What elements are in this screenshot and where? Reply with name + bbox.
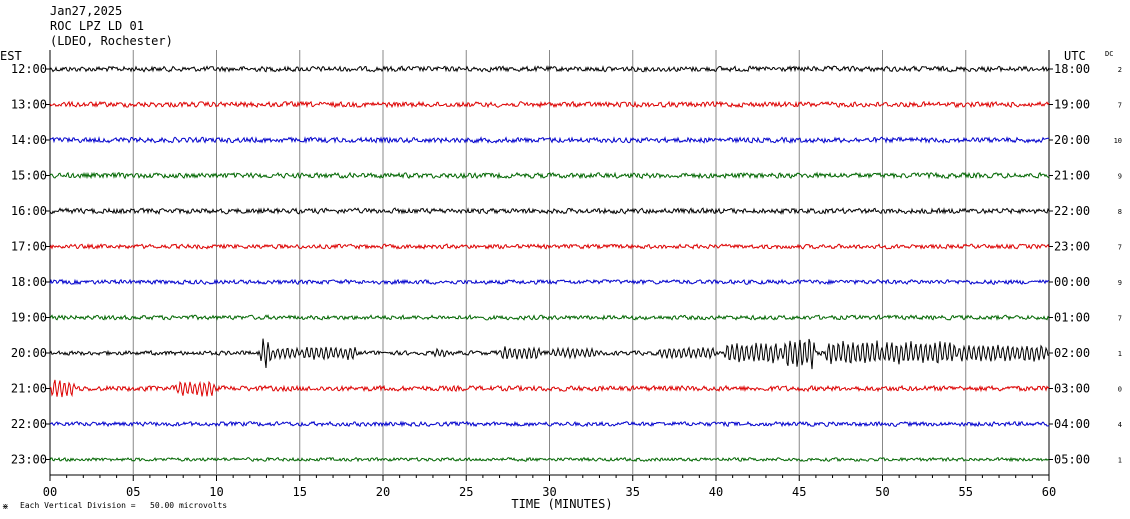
header-station: ROC LPZ LD 01: [50, 19, 144, 33]
est-label: 13:00: [11, 98, 47, 112]
trace-1300: [49, 100, 1050, 109]
x-tick-label: 45: [792, 485, 806, 499]
header-date: Jan27,2025: [50, 4, 123, 18]
utc-label: 03:00: [1054, 382, 1090, 396]
est-label: 19:00: [11, 311, 47, 325]
x-tick-label: 05: [126, 485, 140, 499]
trace-2000: [49, 338, 1049, 370]
dc-label: 0: [1118, 386, 1122, 394]
dc-title: DC: [1105, 50, 1113, 58]
est-label: 21:00: [11, 382, 47, 396]
grid-lines: [46, 50, 1053, 481]
dc-label: 4: [1118, 421, 1122, 429]
trace-1700: [49, 243, 1050, 250]
x-tick-label: 40: [709, 485, 723, 499]
x-tick-label: 10: [209, 485, 223, 499]
dc-label: 9: [1118, 279, 1122, 287]
est-label: 22:00: [11, 417, 47, 431]
trace-1800: [49, 278, 1050, 286]
x-tick-label: 60: [1042, 485, 1056, 499]
seismic-traces: [49, 65, 1050, 463]
utc-label: 18:00: [1054, 62, 1090, 76]
trace-1900: [49, 314, 1050, 321]
utc-label: 04:00: [1054, 417, 1090, 431]
utc-label: 19:00: [1054, 98, 1090, 112]
est-label: 18:00: [11, 275, 47, 289]
est-label: 15:00: [11, 169, 47, 183]
right-axis-title: UTC: [1064, 49, 1086, 63]
utc-label: 02:00: [1054, 346, 1090, 360]
dc-label: 7: [1118, 315, 1122, 323]
x-tick-label: 50: [875, 485, 889, 499]
x-tick-label: 20: [376, 485, 390, 499]
dc-label: 2: [1118, 66, 1122, 74]
trace-1500: [49, 171, 1050, 180]
x-tick-label: 25: [459, 485, 473, 499]
utc-label: 01:00: [1054, 311, 1090, 325]
x-tick-label: 35: [626, 485, 640, 499]
dc-label: 1: [1118, 350, 1122, 358]
trace-2200: [49, 420, 1050, 428]
est-label: 23:00: [11, 453, 47, 467]
trace-2300: [49, 456, 1050, 463]
dc-label: 7: [1118, 102, 1122, 110]
est-label: 20:00: [11, 346, 47, 360]
trace-2100: [49, 379, 1050, 398]
header-network: (LDEO, Rochester): [50, 34, 173, 48]
x-tick-label: 55: [959, 485, 973, 499]
trace-1400: [49, 136, 1050, 144]
scale-icon: ⋇: [2, 502, 9, 511]
est-label: 12:00: [11, 62, 47, 76]
utc-label: 23:00: [1054, 240, 1090, 254]
dc-label: 9: [1118, 173, 1122, 181]
trace-1600: [49, 207, 1050, 215]
x-tick-label: 15: [293, 485, 307, 499]
trace-1200: [49, 65, 1050, 73]
utc-label: 22:00: [1054, 204, 1090, 218]
utc-label: 00:00: [1054, 275, 1090, 289]
utc-label: 05:00: [1054, 453, 1090, 467]
est-label: 16:00: [11, 204, 47, 218]
dc-label: 7: [1118, 244, 1122, 252]
axis-labels: EST UTC DC TIME (MINUTES) ⋇ Each Vertica…: [0, 49, 1122, 511]
dc-label: 10: [1114, 137, 1122, 145]
scale-note: Each Vertical Division = 50.00 microvolt…: [20, 501, 227, 510]
utc-label: 20:00: [1054, 133, 1090, 147]
x-tick-label: 00: [43, 485, 57, 499]
est-label: 17:00: [11, 240, 47, 254]
est-label: 14:00: [11, 133, 47, 147]
left-axis-title: EST: [0, 49, 22, 63]
x-tick-label: 30: [542, 485, 556, 499]
dc-label: 8: [1118, 208, 1122, 216]
x-axis-title: TIME (MINUTES): [511, 497, 612, 511]
dc-label: 1: [1118, 457, 1122, 465]
utc-label: 21:00: [1054, 169, 1090, 183]
